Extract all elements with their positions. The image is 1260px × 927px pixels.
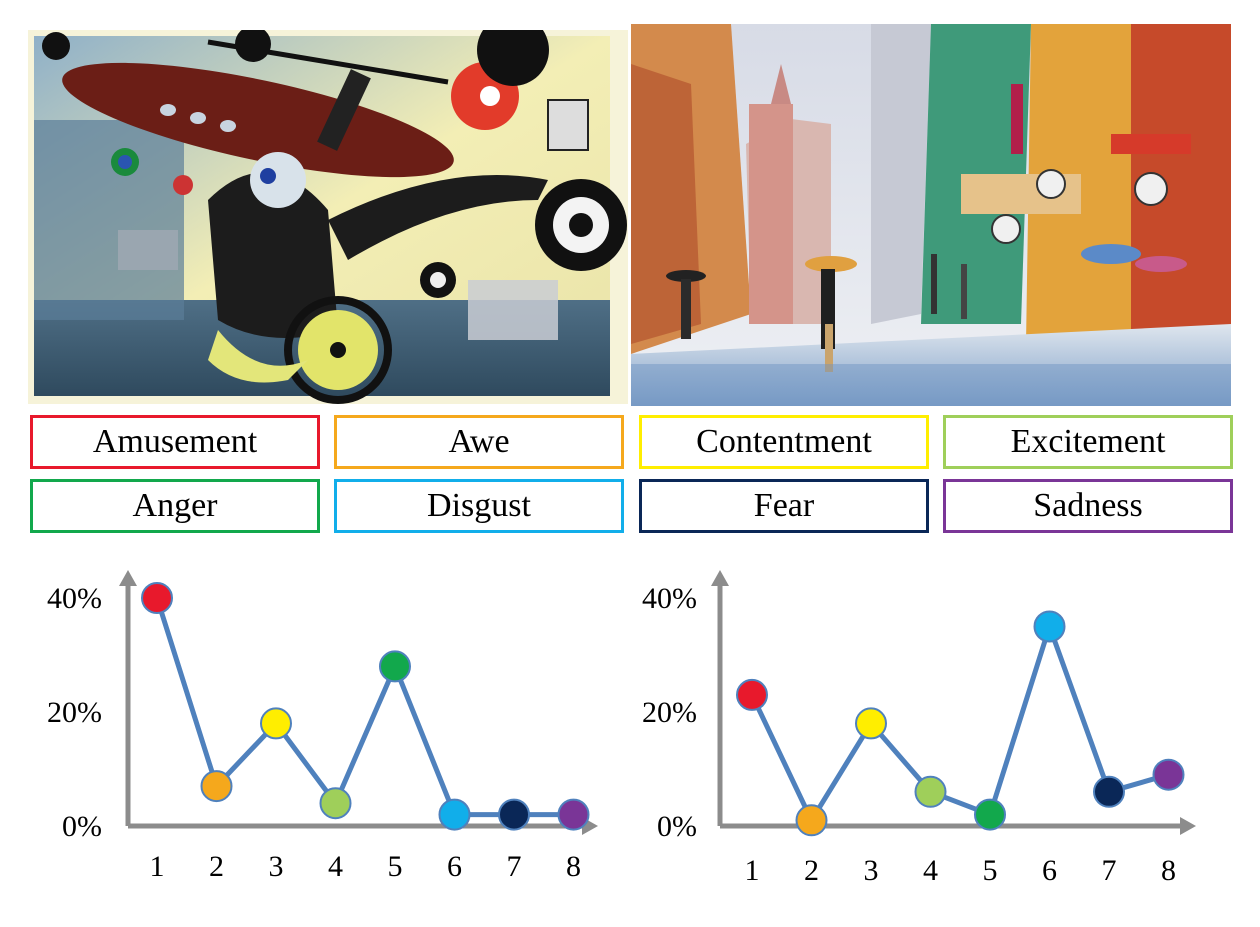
emotion-distribution-charts: 0% 20% 40% 1 2 3 4 5 6 7 8 0% 20% 40% 1 2 3 4 5 6 7 8 (47, 570, 1196, 887)
legend-awe: Awe (334, 415, 624, 469)
x-tick-label: 4 (923, 854, 938, 887)
legend-amusement: Amusement (30, 415, 320, 469)
x-tick-label: 4 (328, 850, 343, 883)
y-tick-label: 20% (47, 696, 102, 729)
x-tick-label: 7 (1102, 854, 1117, 887)
legend-label: Anger (132, 487, 218, 524)
y-tick-label: 40% (642, 582, 697, 615)
series-line (749, 624, 1170, 823)
x-tick-label: 8 (566, 850, 581, 883)
legend-fear: Fear (639, 479, 929, 533)
data-point (914, 775, 947, 808)
data-point (557, 798, 590, 831)
legend-anger: Anger (30, 479, 320, 533)
x-tick-label: 3 (269, 850, 284, 883)
y-tick-label: 20% (642, 696, 697, 729)
data-point (1093, 775, 1125, 808)
data-point (200, 770, 233, 803)
legend-label: Amusement (92, 423, 258, 460)
data-point (736, 678, 768, 711)
y-axis-arrow (119, 570, 137, 586)
x-tick-label: 5 (388, 850, 403, 883)
data-point (379, 650, 411, 683)
x-tick-label: 2 (209, 850, 224, 883)
data-point (438, 798, 471, 831)
x-tick-label: 6 (447, 850, 462, 883)
abstract-surreal-painting (28, 30, 628, 404)
data-point (1152, 758, 1185, 791)
legend-label: Fear (753, 487, 815, 524)
x-tick-label: 5 (983, 854, 998, 887)
data-point (498, 798, 530, 831)
legend-disgust: Disgust (334, 479, 624, 533)
rainy-street-painting-art (631, 24, 1231, 406)
legend-label: Excitement (1010, 423, 1166, 460)
y-tick-label: 0% (657, 810, 697, 843)
x-tick-label: 2 (804, 854, 819, 887)
data-point (141, 582, 173, 614)
legend-label: Sadness (1033, 487, 1143, 524)
data-point (319, 787, 352, 820)
chart-left: 0% 20% 40% 1 2 3 4 5 6 7 8 (47, 570, 598, 883)
x-tick-label: 6 (1042, 854, 1057, 887)
chart-right: 0% 20% 40% 1 2 3 4 5 6 7 8 (642, 570, 1196, 887)
legend-contentment: Contentment (639, 415, 929, 469)
x-tick-label: 1 (150, 850, 165, 883)
x-tick-label: 1 (745, 854, 760, 887)
legend-excitement: Excitement (943, 415, 1233, 469)
y-axis-arrow (711, 570, 729, 586)
legend-label: Contentment (696, 423, 872, 460)
rainy-street-painting (631, 24, 1231, 406)
legend-sadness: Sadness (943, 479, 1233, 533)
x-tick-label: 3 (864, 854, 879, 887)
legend-label: Awe (448, 423, 510, 460)
abstract-surreal-painting-art (28, 30, 628, 404)
y-tick-label: 0% (62, 810, 102, 843)
y-tick-label: 40% (47, 582, 102, 615)
x-tick-label: 8 (1161, 854, 1176, 887)
legend-label: Disgust (427, 487, 531, 524)
data-point (1033, 610, 1066, 643)
x-tick-label: 7 (507, 850, 522, 883)
data-point (795, 804, 828, 837)
x-axis-arrow (1180, 817, 1196, 835)
data-point (974, 798, 1006, 831)
data-point (855, 707, 887, 740)
data-point (260, 707, 292, 740)
